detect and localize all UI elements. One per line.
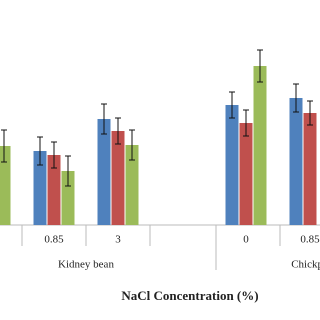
bar [97,119,111,225]
x-tick-label: 0 [243,234,249,246]
bar [0,146,11,225]
x-tick-label: 0.85 [44,234,64,246]
x-axis-title: NaCl Concentration (%) [121,288,258,303]
bar [111,131,125,225]
x-tick-label: 0.85 [300,234,320,246]
bar [61,171,75,225]
bar [47,155,61,225]
bar [225,105,239,225]
group-label: Kidney bean [58,259,114,271]
x-tick-label: 3 [115,234,121,246]
bar [125,145,139,225]
bar [239,123,253,225]
bar [253,66,267,225]
bar [289,98,303,225]
group-label: Chickpea [291,259,320,271]
bar [303,113,317,225]
bar [33,151,47,225]
